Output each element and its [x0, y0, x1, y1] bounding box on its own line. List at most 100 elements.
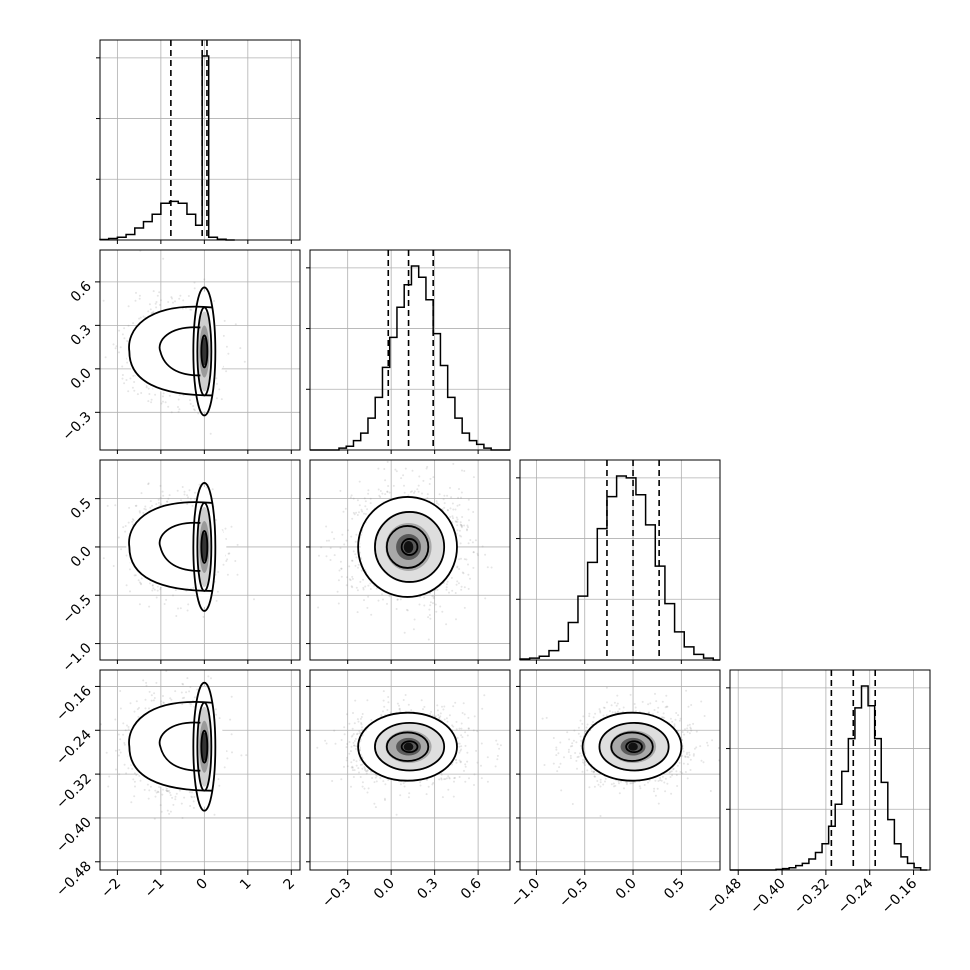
scatter-point	[358, 551, 361, 554]
scatter-point	[186, 503, 189, 505]
scatter-point	[127, 726, 130, 728]
scatter-point	[175, 615, 178, 617]
scatter-point	[429, 601, 432, 604]
scatter-point	[150, 699, 153, 702]
scatter-point	[333, 537, 336, 540]
density-fill	[201, 337, 208, 366]
scatter-point	[461, 469, 463, 472]
scatter-point	[227, 352, 230, 355]
scatter-point	[426, 497, 429, 499]
scatter-point	[181, 682, 184, 685]
scatter-point	[143, 788, 146, 791]
scatter-point	[197, 412, 200, 415]
scatter-point	[336, 590, 339, 593]
scatter-point	[119, 346, 122, 349]
scatter-point	[381, 593, 383, 596]
pair-panel-1-0	[99, 249, 301, 451]
scatter-point	[131, 767, 134, 770]
contour-spike-mid	[196, 502, 213, 592]
scatter-point	[467, 563, 469, 566]
pair-panel-2-0	[99, 459, 301, 661]
scatter-point	[162, 695, 164, 697]
scatter-point	[472, 476, 475, 479]
scatter-point	[339, 489, 342, 492]
scatter-point	[351, 577, 354, 580]
scatter-point	[138, 581, 141, 584]
scatter-point	[142, 679, 145, 682]
scatter-point	[190, 795, 193, 798]
scatter-point	[214, 519, 217, 521]
scatter-point	[167, 405, 170, 408]
scatter-point	[148, 707, 150, 710]
scatter-point	[229, 718, 232, 721]
scatter-point	[151, 584, 154, 587]
scatter-point	[225, 560, 228, 562]
scatter-point	[135, 291, 137, 294]
scatter-point	[159, 303, 161, 306]
scatter-point	[192, 806, 195, 809]
scatter-point	[127, 324, 130, 327]
scatter-point	[151, 504, 153, 507]
scatter-point	[467, 587, 470, 590]
scatter-point	[150, 401, 153, 404]
scatter-point	[189, 497, 192, 500]
scatter-point	[183, 796, 186, 799]
scatter-point	[427, 616, 430, 619]
scatter-point	[180, 802, 183, 805]
scatter-point	[215, 713, 218, 716]
scatter-point	[108, 775, 111, 778]
scatter-point	[196, 688, 199, 691]
scatter-point	[118, 351, 120, 354]
scatter-point	[472, 551, 475, 554]
scatter-point	[452, 517, 454, 520]
scatter-point	[162, 701, 165, 704]
scatter-point	[450, 576, 453, 579]
scatter-point	[112, 343, 115, 346]
scatter-point	[140, 392, 143, 394]
scatter-point	[217, 778, 220, 781]
scatter-point	[121, 333, 124, 336]
scatter-point	[189, 308, 192, 311]
scatter-point	[218, 784, 221, 787]
scatter-point	[325, 555, 328, 558]
scatter-point	[218, 717, 221, 720]
scatter-point	[193, 281, 196, 284]
scatter-point	[152, 699, 155, 702]
scatter-point	[159, 497, 162, 500]
scatter-point	[117, 536, 120, 539]
scatter-point	[133, 381, 136, 383]
scatter-point	[456, 520, 459, 523]
scatter-point	[147, 310, 150, 313]
scatter-point	[144, 698, 147, 701]
scatter-point	[387, 485, 390, 487]
corner-plot-panels: −2 −1 0 1 2 −0.3 0.0 0.3 0.6 −1.0 −0.5 0.0 0.5 −0.48−…	[53, 39, 931, 917]
scatter-point	[185, 691, 188, 694]
scatter-point	[155, 791, 158, 794]
scatter-point	[159, 804, 162, 807]
scatter-point	[137, 715, 140, 718]
scatter-point	[170, 411, 173, 414]
scatter-point	[228, 552, 231, 555]
scatter-point	[182, 683, 185, 686]
scatter-point	[413, 618, 416, 621]
scatter-point	[369, 502, 372, 505]
scatter-point	[161, 793, 164, 796]
scatter-point	[214, 708, 217, 711]
scatter-point	[455, 520, 458, 523]
scatter-point	[160, 703, 163, 706]
scatter-point	[188, 702, 191, 705]
scatter-point	[135, 504, 138, 507]
scatter-point	[245, 754, 248, 757]
scatter-point	[133, 710, 136, 713]
scatter-point	[342, 510, 345, 513]
scatter-point	[168, 494, 171, 497]
scatter-point	[350, 494, 353, 497]
scatter-point	[120, 548, 123, 551]
scatter-point	[105, 751, 108, 754]
scatter-point	[149, 308, 152, 311]
scatter-point	[181, 697, 184, 700]
scatter-point	[190, 703, 193, 706]
scatter-point	[192, 405, 195, 407]
scatter-point	[146, 783, 149, 786]
histogram-panel-0	[96, 39, 301, 241]
